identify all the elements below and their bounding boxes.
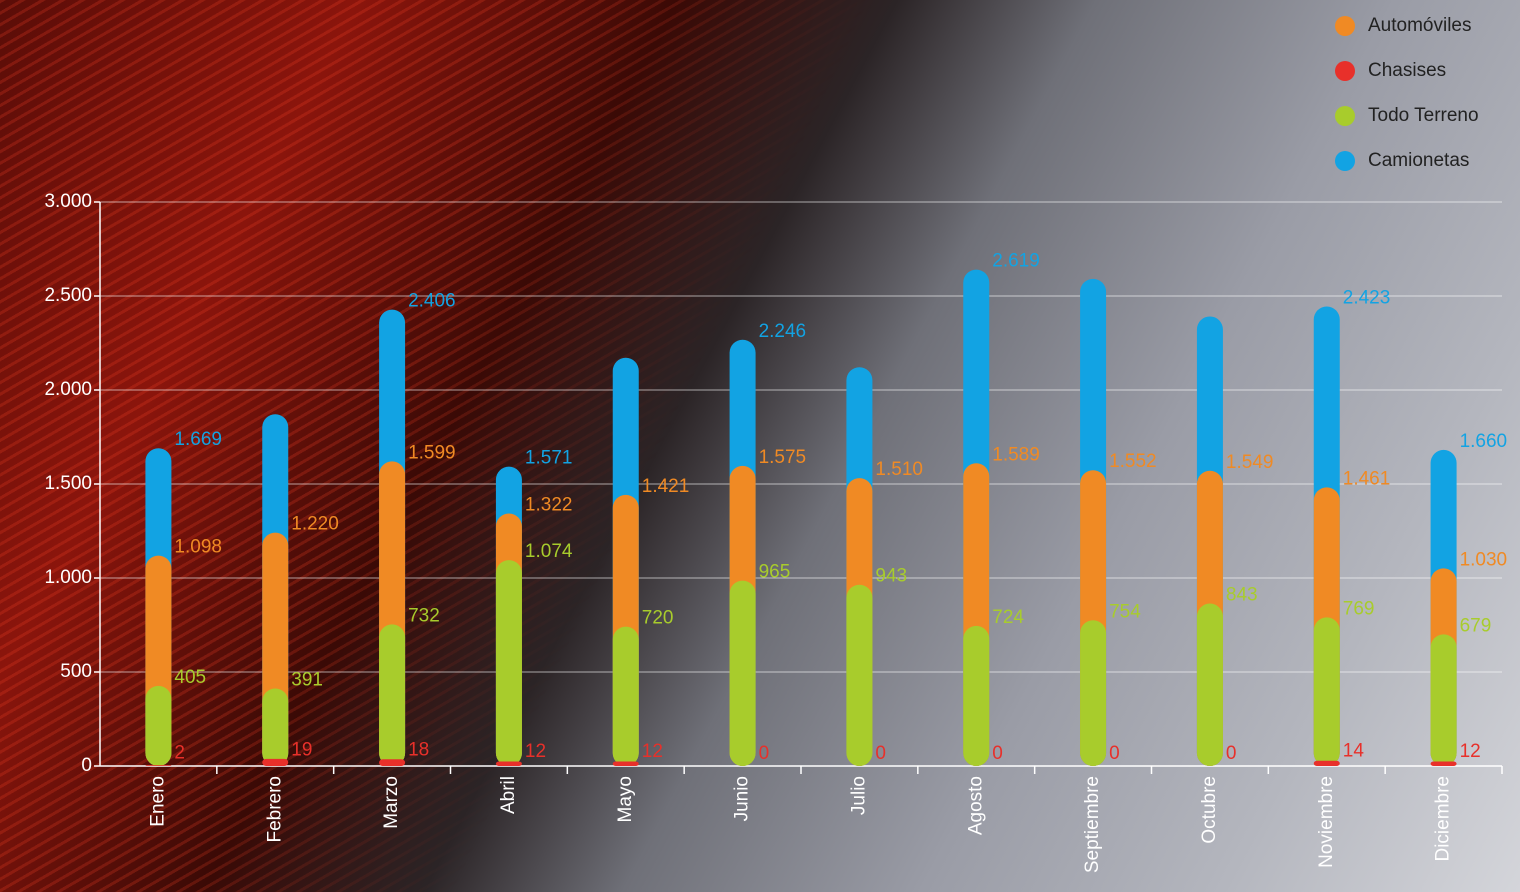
data-label: 769 — [1343, 598, 1375, 619]
x-tick-label: Junio — [732, 776, 753, 821]
bar — [1313, 760, 1340, 766]
data-label: 405 — [174, 667, 206, 688]
data-label: 0 — [1226, 743, 1237, 764]
bar — [846, 584, 873, 766]
data-label: 1.660 — [1460, 431, 1508, 452]
bar — [1196, 603, 1223, 766]
data-label: 732 — [408, 605, 440, 626]
data-label: 754 — [1109, 601, 1141, 622]
data-label: 0 — [992, 743, 1003, 764]
bar — [145, 765, 172, 766]
data-label: 2.246 — [759, 321, 807, 342]
bar — [729, 580, 756, 766]
data-label: 14 — [1343, 740, 1365, 761]
bar — [1313, 617, 1340, 766]
bar — [262, 688, 289, 766]
legend-label: Chasises — [1368, 60, 1446, 81]
data-label: 12 — [642, 741, 663, 762]
legend-marker — [1335, 151, 1355, 171]
x-tick-label: Agosto — [965, 776, 986, 835]
data-label: 1.575 — [759, 447, 807, 468]
data-label: 12 — [1460, 741, 1481, 762]
bar — [145, 685, 172, 766]
x-tick-label: Febrero — [264, 776, 285, 843]
y-tick-label: 2.000 — [44, 379, 92, 400]
bar — [963, 625, 990, 766]
y-tick-label: 500 — [60, 661, 92, 682]
legend-marker — [1335, 61, 1355, 81]
x-tick-label: Octubre — [1199, 776, 1220, 844]
data-label: 1.421 — [642, 476, 690, 497]
y-tick-label: 1.000 — [44, 567, 92, 588]
data-label: 1.510 — [875, 459, 923, 480]
legend-marker — [1335, 16, 1355, 36]
legend-label: Todo Terreno — [1368, 105, 1479, 126]
data-label: 1.552 — [1109, 451, 1157, 472]
bar — [495, 560, 522, 766]
bar — [379, 759, 406, 766]
y-tick-label: 2.500 — [44, 285, 92, 306]
data-label: 2.423 — [1343, 287, 1391, 308]
bar — [1430, 634, 1457, 766]
data-label: 1.599 — [408, 442, 456, 463]
x-tick-label: Septiembre — [1082, 776, 1103, 873]
x-tick-label: Marzo — [381, 776, 402, 829]
bar — [1430, 761, 1457, 766]
data-label: 2 — [174, 743, 185, 764]
data-label: 679 — [1460, 615, 1492, 636]
x-tick-label: Julio — [848, 776, 869, 815]
data-label: 1.322 — [525, 494, 573, 515]
data-label: 0 — [759, 743, 770, 764]
data-label: 1.589 — [992, 444, 1040, 465]
y-tick-label: 0 — [81, 755, 92, 776]
data-label: 18 — [408, 740, 429, 761]
legend-marker — [1335, 106, 1355, 126]
bar — [262, 758, 289, 766]
data-label: 19 — [291, 739, 312, 760]
data-label: 12 — [525, 741, 546, 762]
x-tick-label: Abril — [498, 776, 519, 814]
x-tick-label: Enero — [147, 776, 168, 827]
data-label: 0 — [875, 743, 886, 764]
bar — [379, 624, 406, 766]
y-tick-label: 1.500 — [44, 473, 92, 494]
bar — [612, 626, 639, 766]
data-label: 943 — [875, 566, 907, 587]
y-tick-label: 3.000 — [44, 191, 92, 212]
data-label: 1.669 — [174, 429, 222, 450]
data-label: 391 — [291, 670, 323, 691]
x-tick-label: Diciembre — [1433, 776, 1454, 862]
data-label: 1.461 — [1343, 468, 1391, 489]
legend-label: Camionetas — [1368, 150, 1469, 171]
data-label: 965 — [759, 562, 791, 583]
x-tick-label: Mayo — [615, 776, 636, 822]
data-label: 843 — [1226, 585, 1258, 606]
bar — [1080, 620, 1107, 766]
data-label: 2.619 — [992, 251, 1040, 272]
bar — [612, 761, 639, 766]
data-label: 1.030 — [1460, 549, 1508, 570]
data-label: 720 — [642, 608, 674, 629]
data-label: 1.549 — [1226, 452, 1274, 473]
x-tick-label: Noviembre — [1316, 776, 1337, 868]
data-label: 1.220 — [291, 514, 339, 535]
data-label: 724 — [992, 607, 1024, 628]
data-label: 1.098 — [174, 537, 222, 558]
data-label: 2.406 — [408, 291, 456, 312]
legend-label: Automóviles — [1368, 15, 1472, 36]
bar — [495, 761, 522, 766]
data-label: 1.571 — [525, 448, 573, 469]
data-label: 0 — [1109, 743, 1120, 764]
data-label: 1.074 — [525, 541, 573, 562]
